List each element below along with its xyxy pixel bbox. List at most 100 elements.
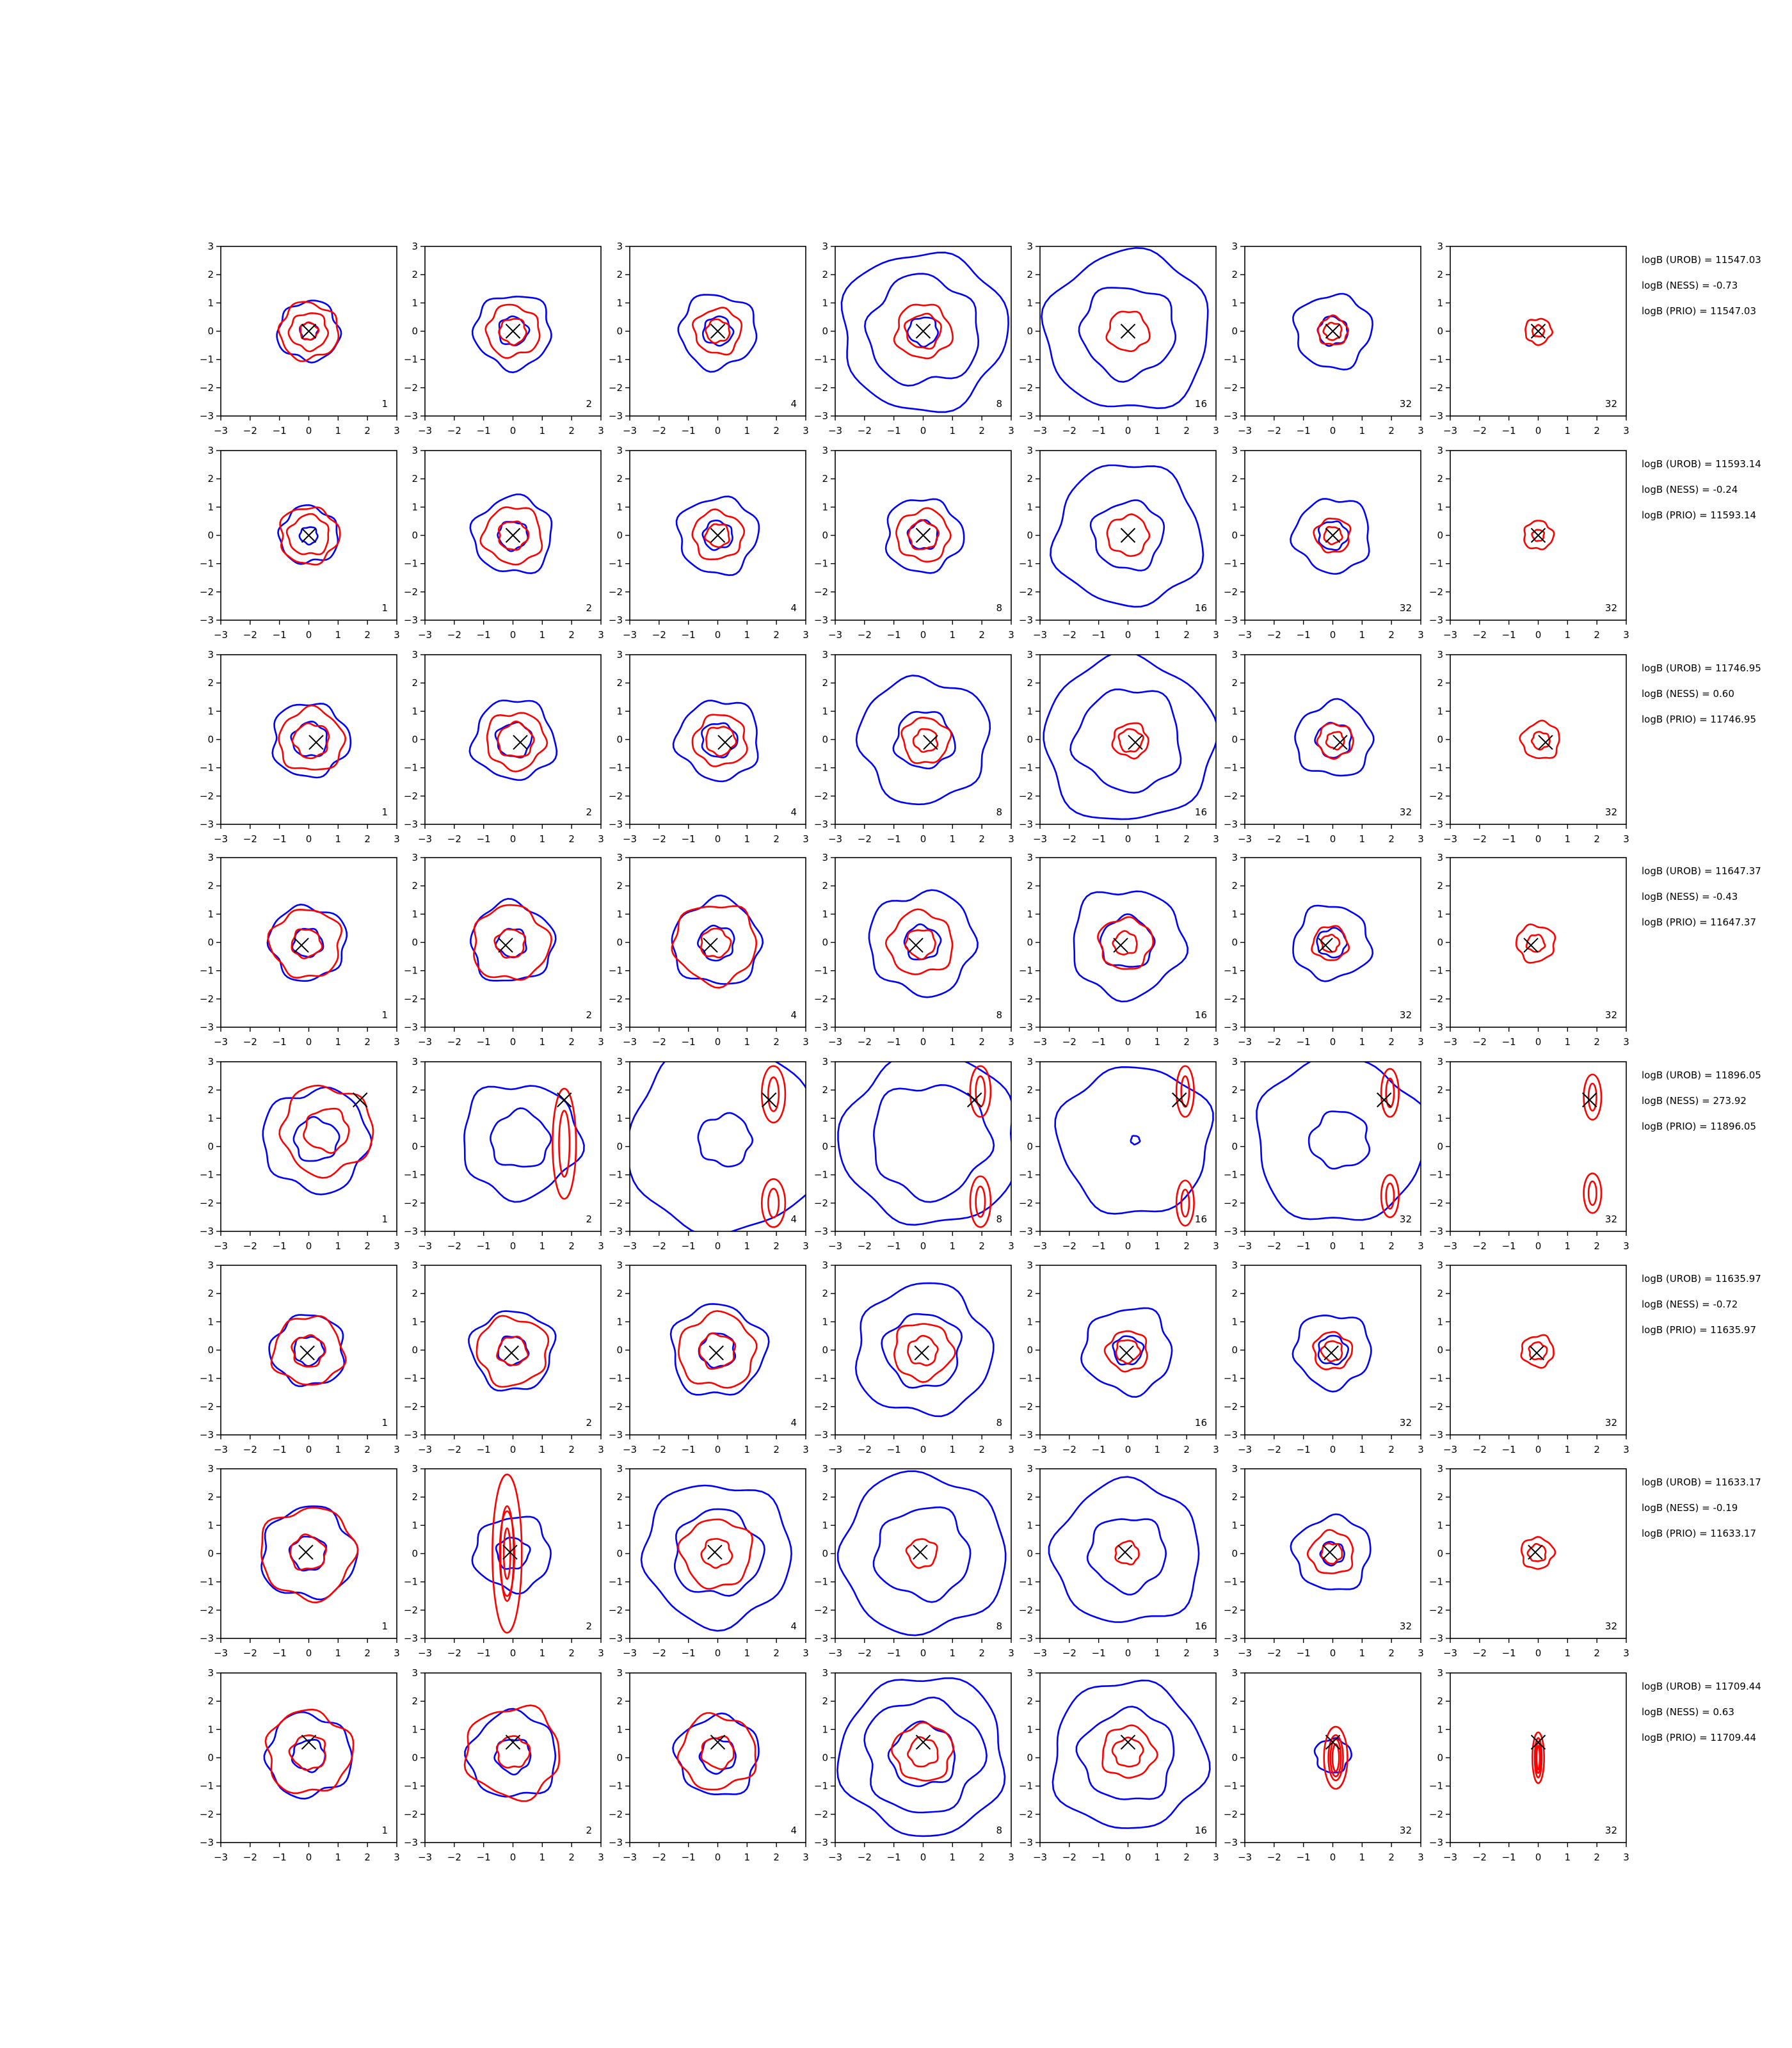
y-tick-label: −2	[609, 1401, 623, 1412]
blue-contour	[1308, 1110, 1371, 1170]
y-tick-label: 3	[1231, 1667, 1238, 1679]
y-tick-label: −1	[1429, 1169, 1443, 1181]
red-contour	[1525, 934, 1546, 953]
y-tick-label: 3	[207, 649, 214, 660]
x-tick-label: 0	[1330, 1647, 1336, 1659]
x-tick-label: −3	[1033, 1444, 1047, 1455]
x-tick-label: −2	[1062, 1036, 1076, 1048]
red-contour	[1312, 1331, 1354, 1371]
y-tick-label: 0	[616, 530, 623, 541]
red-contour	[300, 321, 320, 341]
x-tick-label: −1	[1297, 1036, 1311, 1048]
y-tick-label: 3	[1231, 445, 1238, 456]
y-tick-label: −1	[609, 1576, 623, 1588]
y-tick-label: −3	[200, 1226, 214, 1237]
panel-r5-c1: −3−3 −2 −2 −1 −1 0 0 1 1 2 2 3 3 1	[200, 1056, 400, 1252]
x-tick-label: 1	[1565, 1036, 1571, 1048]
y-tick-label: −2	[814, 586, 828, 598]
x-tick-label: −2	[1062, 1647, 1076, 1659]
blue-contour	[1069, 688, 1182, 794]
y-tick-label: 2	[412, 269, 418, 280]
blue-contour	[1086, 1518, 1167, 1596]
x-tick-label: −2	[652, 833, 666, 845]
blue-contour	[1292, 904, 1374, 982]
y-tick-label: −1	[1019, 965, 1033, 977]
blue-contour	[260, 1505, 359, 1601]
x-tick-label: −3	[1238, 833, 1252, 845]
y-tick-label: 1	[1231, 501, 1238, 513]
x-tick-label: −3	[1443, 1852, 1457, 1863]
y-tick-label: −1	[1224, 1169, 1238, 1181]
panel-r4-c3: −3−3 −2 −2 −1 −1 0 0 1 1 2 2 3 3 4	[609, 852, 809, 1048]
y-tick-label: 0	[616, 937, 623, 948]
x-tick-label: 0	[1125, 1444, 1132, 1455]
y-tick-label: 0	[207, 937, 214, 948]
blue-contour	[1292, 1314, 1372, 1393]
x-tick-label: 2	[568, 833, 575, 845]
x-tick-label: 1	[1155, 1444, 1161, 1455]
x-tick-label: −2	[858, 833, 872, 845]
y-tick-label: −3	[814, 1633, 828, 1644]
y-tick-label: −3	[200, 819, 214, 830]
marker-x	[301, 323, 317, 339]
y-tick-label: −3	[609, 1021, 623, 1033]
x-tick-label: 0	[715, 1036, 721, 1048]
blue-contour	[696, 924, 735, 962]
x-tick-label: 3	[394, 1852, 400, 1863]
axes-frame	[835, 654, 1012, 825]
x-tick-label: 0	[1330, 1036, 1336, 1048]
x-tick-label: 3	[394, 425, 400, 436]
y-tick-label: 2	[1437, 880, 1443, 892]
y-tick-label: −3	[404, 1429, 418, 1441]
panel-r4-c7: −3−3 −2 −2 −1 −1 0 0 1 1 2 2 3 3 32	[1429, 852, 1629, 1048]
red-contour	[907, 1736, 939, 1768]
y-tick-label: −2	[1019, 1604, 1033, 1616]
x-tick-label: −2	[243, 1852, 257, 1863]
x-tick-label: 3	[1213, 1036, 1219, 1048]
x-tick-label: 3	[394, 1444, 400, 1455]
axes-frame	[1450, 857, 1627, 1028]
y-tick-label: 1	[412, 1519, 418, 1531]
x-tick-label: −3	[1443, 1240, 1457, 1252]
x-tick-label: 2	[979, 1444, 985, 1455]
blue-contour	[836, 1470, 1007, 1636]
y-tick-label: 2	[1437, 473, 1443, 484]
blue-contour	[672, 1712, 760, 1795]
panel-r3-c5: −3−3 −2 −2 −1 −1 0 0 1 1 2 2 3 3 16	[1019, 649, 1219, 845]
y-tick-label: −2	[1429, 790, 1443, 802]
blue-contour	[1050, 464, 1204, 608]
blue-contour	[1075, 1706, 1175, 1800]
y-tick-label: 2	[1027, 1695, 1033, 1707]
y-tick-label: 1	[616, 1316, 623, 1327]
x-tick-label: −3	[1033, 425, 1047, 436]
x-tick-label: 1	[540, 1852, 546, 1863]
x-tick-label: 2	[773, 1647, 780, 1659]
y-tick-label: 3	[207, 1260, 214, 1271]
marker-x	[708, 1345, 724, 1361]
y-tick-label: 0	[207, 1752, 214, 1764]
x-tick-label: −3	[1033, 833, 1047, 845]
red-contour	[291, 1334, 326, 1368]
x-tick-label: 3	[803, 629, 809, 641]
y-tick-label: −1	[404, 762, 418, 774]
x-tick-label: 3	[1418, 1647, 1424, 1659]
y-tick-label: 2	[822, 269, 828, 280]
x-tick-label: 2	[1594, 1240, 1600, 1252]
y-tick-label: 0	[822, 530, 828, 541]
x-tick-label: 0	[510, 1240, 516, 1252]
y-tick-label: −3	[404, 819, 418, 830]
red-contour	[895, 507, 952, 563]
panel-r6-c3: −3−3 −2 −2 −1 −1 0 0 1 1 2 2 3 3 4	[609, 1260, 809, 1455]
red-contour	[499, 1505, 515, 1603]
y-tick-label: 2	[616, 677, 623, 689]
red-contour	[1531, 324, 1546, 338]
red-contour	[700, 1538, 733, 1569]
y-tick-label: 1	[412, 705, 418, 717]
x-tick-label: 0	[510, 1444, 516, 1455]
red-contour	[900, 717, 952, 764]
x-tick-label: −1	[477, 1852, 491, 1863]
x-tick-label: 0	[306, 1444, 312, 1455]
x-tick-label: 1	[1565, 1647, 1571, 1659]
y-tick-label: −3	[404, 1226, 418, 1237]
y-tick-label: 1	[412, 1724, 418, 1735]
